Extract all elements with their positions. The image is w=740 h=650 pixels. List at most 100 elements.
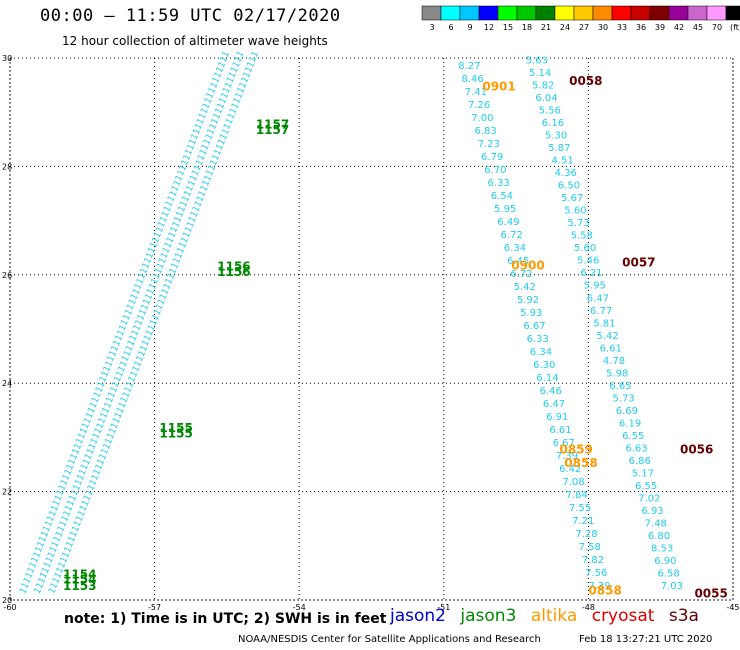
swh-value-label: 7.84 [566,490,588,501]
track-value-label: 1 [114,333,126,343]
track-value-label: 1 [169,225,181,235]
track-value-label: 1 [134,318,146,328]
track-value-label: 1 [84,488,96,498]
track-value-label: 1 [62,509,74,519]
track-value-label: 1 [42,560,54,570]
track-value-label: 1 [233,55,245,65]
x-tick-label: -60 [3,603,16,612]
swh-value-label: 6.72 [510,269,532,280]
colorbar-swatch [478,5,499,21]
swh-value-label: 6.34 [504,243,526,254]
colorbar-label: 36 [636,23,646,32]
chart-title: 00:00 – 11:59 UTC 02/17/2020 [40,6,341,26]
track-value-label: 1 [228,106,240,116]
swh-value-label: 6.91 [546,412,568,423]
time-label: 0055 [694,586,727,600]
track-value-label: 1 [73,519,85,529]
track-value-label: 1 [147,246,159,256]
track-value-label: 1 [119,395,131,405]
track-value-label: 1 [215,143,227,153]
track-value-label: 1 [59,555,71,565]
swh-value-label: 6.61 [549,425,571,436]
track-value-label: 1 [141,339,153,349]
track-value-label: 1 [106,354,118,364]
track-value-label: 1 [125,302,137,312]
swh-value-label: 6.69 [616,406,638,417]
legend-s3a: s3a [668,606,699,626]
track-value-label: 1 [56,524,68,534]
track-value-label: 1 [94,385,106,395]
track-value-label: 1 [46,514,58,524]
track-value-label: 1 [141,261,153,271]
track-value-label: 1 [54,529,66,539]
satellite-legend: jason2 jason3 altika cryosat s3a [390,606,708,626]
colorbar-swatch [725,5,740,21]
track-value-label: 1 [32,550,44,560]
track-value-label: 1 [49,504,61,514]
swh-value-label: 8.53 [651,544,673,555]
track-value-label: 1 [155,225,167,235]
track-value-label: 1 [207,163,219,173]
swh-value-label: 6.63 [625,443,647,454]
track-value-label: 1 [174,173,186,183]
track-value-label: 1 [96,380,108,390]
track-value-label: 1 [37,576,49,586]
track-value-label: 1 [50,540,62,550]
legend-jason2: jason2 [390,606,446,626]
track-value-label: 1 [193,122,205,132]
generated-timestamp: Feb 18 13:27:21 UTC 2020 [579,634,713,645]
track-value-label: 1 [108,426,120,436]
footer-note: note: 1) Time is in UTC; 2) SWH is in fe… [64,611,387,627]
track-value-label: 1 [156,297,168,307]
swh-value-label: 5.30 [545,131,567,142]
track-value-label: 1 [98,452,110,462]
track-value-label: 1 [162,204,174,214]
track-value-label: 1 [121,313,133,323]
swh-value-label: 5.14 [529,68,551,79]
track-value-label: 1 [225,75,237,85]
track-value-label: 1 [84,411,96,421]
track-value-label: 1 [145,251,157,261]
track-value-label: 1 [111,380,123,390]
track-value-label: 1 [165,235,177,245]
track-value-label: 1 [63,468,75,478]
track-value-label: 1 [187,179,199,189]
swh-value-label: 7.39 [588,581,610,592]
swh-value-label: 6.04 [535,93,557,104]
track-value-label: 1 [113,411,125,421]
time-label: 0900 [511,258,544,272]
track-value-label: 1 [128,333,140,343]
track-value-label: 1 [211,75,223,85]
track-value-label: 1 [55,566,67,576]
track-value-label: 1 [123,308,135,318]
time-label: 0057 [622,256,655,270]
track-value-label: 1 [28,560,40,570]
track-value-label: 1 [47,509,59,519]
track-value-label: 1 [129,292,141,302]
swh-value-label: 7.02 [638,494,660,505]
swh-value-label: 5.92 [517,295,539,306]
track-value-label: 1 [121,390,133,400]
track-value-label: 1 [167,230,179,240]
track-value-label: 1 [217,137,229,147]
colorbar-label: 18 [522,23,532,32]
x-tick-label: -57 [148,603,161,612]
track-value-label: 1 [203,173,215,183]
track-value-label: 1 [188,137,200,147]
track-value-label: 1 [77,431,89,441]
track-value-label: 1 [75,437,87,447]
swh-value-label: 7.03 [661,581,683,592]
track-value-label: 1 [83,452,95,462]
track-value-label: 1 [125,380,137,390]
y-tick-label: 20 [2,596,12,605]
track-value-label: 1 [122,349,134,359]
track-value-label: 1 [18,586,30,596]
track-value-label: 1 [207,86,219,96]
track-value-label: 1 [131,287,143,297]
track-value-label: 1 [214,106,226,116]
track-value-label: 1 [229,65,241,75]
track-value-label: 1 [159,251,171,261]
colorbar-label: 6 [448,23,453,32]
y-tick-label: 30 [2,54,12,63]
track-value-label: 1 [106,431,118,441]
